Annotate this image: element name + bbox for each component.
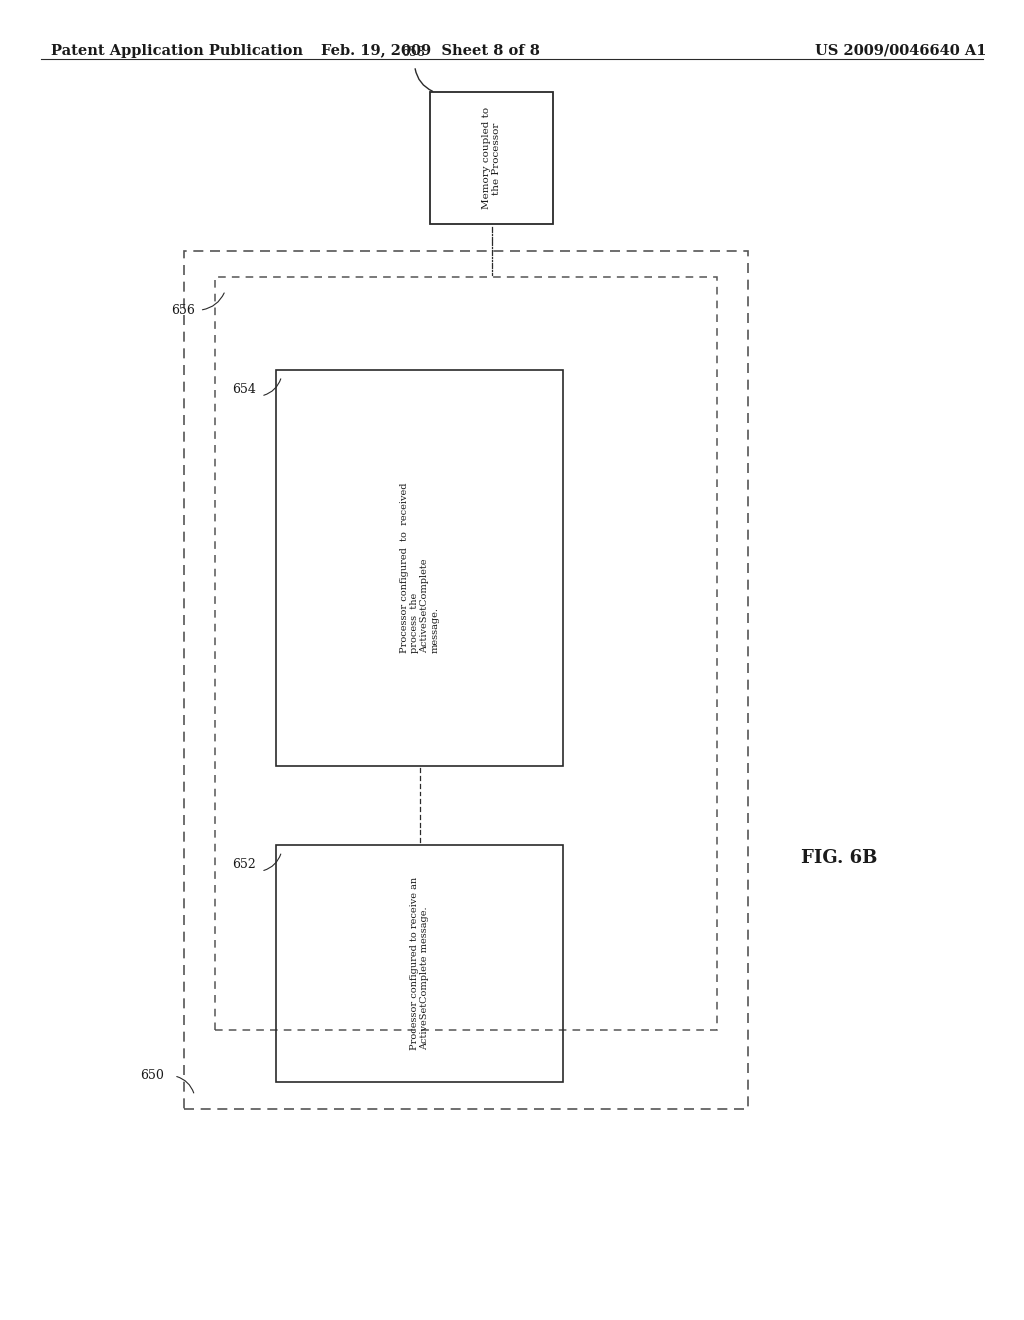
Text: 652: 652 [232,858,256,871]
Bar [184,251,748,1109]
Text: Memory coupled to
the Processor: Memory coupled to the Processor [482,107,501,210]
Text: US 2009/0046640 A1: US 2009/0046640 A1 [815,44,987,58]
Bar [430,92,553,224]
Bar [276,845,563,1082]
Text: Feb. 19, 2009  Sheet 8 of 8: Feb. 19, 2009 Sheet 8 of 8 [321,44,540,58]
Text: Processor configured to receive an
ActiveSetComplete message.: Processor configured to receive an Activ… [411,876,429,1051]
Text: FIG. 6B: FIG. 6B [802,849,878,867]
Text: 654: 654 [232,383,256,396]
Text: Processor configured  to  received
process  the
ActiveSetComplete
message.: Processor configured to received process… [399,482,440,653]
Text: 658: 658 [401,46,425,59]
Text: 656: 656 [171,304,195,317]
Bar [215,277,717,1030]
Text: 650: 650 [140,1069,164,1082]
Bar [276,370,563,766]
Text: Patent Application Publication: Patent Application Publication [51,44,303,58]
